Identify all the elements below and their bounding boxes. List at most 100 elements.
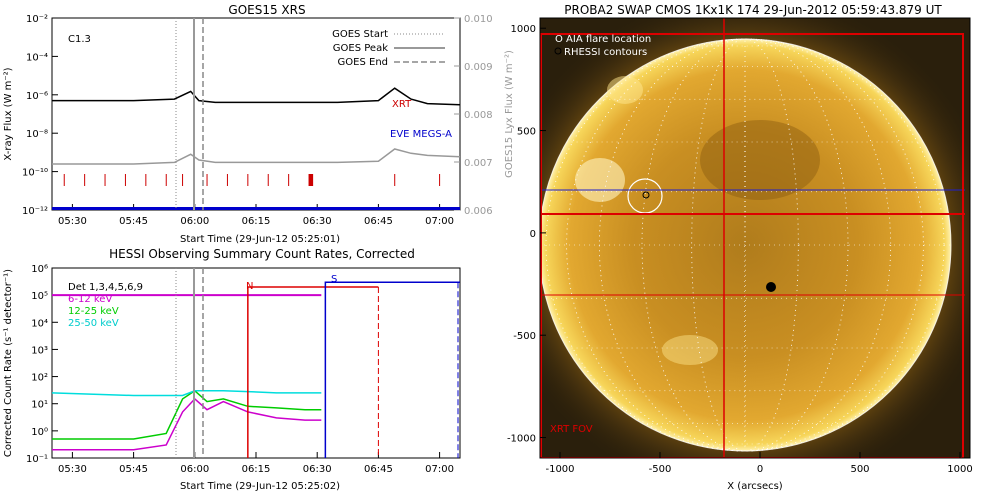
goes-x-tick-label: 07:00: [425, 216, 454, 227]
swap-x-tick-label: 500: [850, 464, 869, 475]
hessi-y-tick-label: 10⁴: [31, 318, 48, 329]
goes-xrt-block: [309, 174, 314, 186]
swap-legend-aia: O AIA flare location: [555, 34, 651, 45]
swap-x-title: X (arcsecs): [727, 481, 783, 492]
goes-x-tick-label: 06:30: [303, 216, 332, 227]
hessi-series-line-1: [52, 389, 322, 440]
swap-title: PROBA2 SWAP CMOS 1Kx1K 174 29-Jun-2012 0…: [564, 3, 942, 17]
goes-y-tick-label: 10⁻⁶: [26, 91, 48, 102]
goes-y-tick-label: 10⁻¹²: [22, 206, 48, 217]
swap-x-tick-label: -1000: [545, 464, 574, 475]
goes-y-tick-label: 10⁻¹⁰: [22, 168, 48, 179]
hessi-legend-12-25: 12-25 keV: [68, 306, 119, 317]
goes-x-tick-label: 05:45: [119, 216, 148, 227]
goes-y2-tick-label: 0.007: [464, 158, 493, 169]
swap-y-tick-label: 1000: [511, 24, 536, 35]
goes-x-tick-label: 06:00: [180, 216, 209, 227]
goes-legend-start: GOES Start: [332, 29, 388, 40]
hessi-title: HESSI Observing Summary Count Rates, Cor…: [109, 247, 415, 261]
swap-limb: [540, 38, 952, 452]
hessi-x-ticks: 05:30 05:45 06:00 06:15 06:30 06:45 07:00: [58, 452, 454, 475]
hessi-series-line-3: [52, 397, 322, 451]
hessi-x-tick-label: 06:30: [303, 464, 332, 475]
hessi-x-tick-label: 06:45: [364, 464, 393, 475]
goes-x-title: Start Time (29-Jun-12 05:25:01): [180, 234, 340, 245]
goes-y2-tick-label: 0.006: [464, 206, 493, 217]
longitude-line: [641, 38, 849, 452]
goes-x-tick-label: 05:30: [58, 216, 87, 227]
goes-series: [52, 87, 461, 165]
hessi-panel: HESSI Observing Summary Count Rates, Cor…: [3, 247, 461, 492]
swap-x-tick-label: 0: [757, 464, 763, 475]
goes-y2-tick-label: 0.010: [464, 14, 493, 25]
xrt-fov-box: [540, 33, 964, 458]
swap-y-tick-label: 0: [530, 229, 536, 240]
hessi-legend-6-12: 6-12 keV: [68, 294, 112, 305]
hessi-legend: Det 1,3,4,5,6,9 6-12 keV 12-25 keV 25-50…: [68, 282, 143, 329]
hessi-series: [51, 294, 322, 451]
hessi-flags: [247, 281, 460, 458]
longitude-line: [566, 38, 924, 452]
hessi-y-tick-label: 10⁶: [31, 264, 48, 275]
hessi-y-tick-label: 10¹: [31, 400, 48, 411]
rhessi-contour-flare: [642, 191, 650, 199]
swap-active-region-se: [662, 335, 718, 365]
swap-legend: O AIA flare location RHESSI contours: [554, 34, 651, 58]
goes-y2-tick-label: 0.008: [464, 110, 493, 121]
goes-eve-label: EVE MEGS-A: [390, 129, 452, 140]
goes-xrs-panel: GOES15 XRS 10⁻¹² 10⁻¹⁰ 10⁻⁸ 10⁻⁶ 10⁻⁴ 10⁻² 0.…: [3, 3, 515, 245]
swap-x-tick-label: 1000: [947, 464, 972, 475]
hessi-x-tick-label: 06:15: [242, 464, 271, 475]
swap-dark-region: [700, 120, 820, 200]
hessi-red-flag: [247, 286, 379, 458]
goes-series-line-1: [52, 148, 461, 165]
swap-plot-frame: [539, 17, 971, 459]
swap-y-tick-label: 500: [517, 127, 536, 138]
longitude-line: [598, 38, 892, 452]
goes-class-label: C1.3: [68, 34, 91, 45]
goes-x-tick-label: 06:15: [242, 216, 271, 227]
swap-fov-label: XRT FOV: [550, 424, 593, 435]
hessi-x-tick-label: 05:45: [119, 464, 148, 475]
goes-series-line-0: [52, 87, 461, 106]
swap-legend-rhessi: RHESSI contours: [564, 47, 647, 58]
goes-y-tick-label: 10⁻⁴: [26, 52, 48, 63]
hessi-legend-25-50: 25-50 keV: [68, 318, 119, 329]
hessi-x-tick-label: 05:30: [58, 464, 87, 475]
hessi-x-tick-label: 06:00: [180, 464, 209, 475]
goes-x-tick-label: 06:45: [364, 216, 393, 227]
goes-y-tick-label: 10⁻²: [26, 14, 48, 25]
goes-legend-end: GOES End: [338, 57, 388, 68]
swap-x-ticks: -1000 -500 0 500 1000: [545, 452, 973, 475]
hessi-series-line-2: [51, 390, 322, 397]
hessi-y-tick-label: 10⁵: [31, 291, 48, 302]
swap-y-tick-label: -500: [513, 331, 536, 342]
rhessi-contour-spot: [766, 282, 776, 292]
goes-y2-tick-label: 0.009: [464, 62, 493, 73]
goes-y-ticks: 10⁻¹² 10⁻¹⁰ 10⁻⁸ 10⁻⁶ 10⁻⁴ 10⁻²: [22, 14, 58, 217]
goes-y-tick-label: 10⁻⁸: [26, 129, 48, 140]
hessi-y-ticks: 10⁻¹ 10⁰ 10¹ 10² 10³ 10⁴ 10⁵ 10⁶: [26, 264, 58, 465]
goes-legend: GOES Start GOES Peak GOES End: [332, 29, 445, 68]
goes-xrt-label: XRT: [392, 99, 412, 110]
swap-x-tick-label: -500: [649, 464, 672, 475]
goes-y2-ticks: 0.006 0.007 0.008 0.009 0.010: [454, 14, 493, 217]
swap-y-ticks: -1000 -500 0 500 1000: [507, 24, 546, 445]
goes-y-title: X-ray Flux (W m⁻²): [3, 67, 14, 160]
swap-image-panel: PROBA2 SWAP CMOS 1Kx1K 174 29-Jun-2012 0…: [507, 3, 973, 492]
hessi-y-tick-label: 10²: [31, 373, 48, 384]
swap-image: [540, 18, 970, 458]
goes-y2-title: GOES15 Lyx Flux (W m⁻²): [504, 50, 515, 178]
goes-legend-peak: GOES Peak: [333, 43, 388, 54]
longitude-line: [545, 38, 945, 452]
hessi-y-tick-label: 10³: [31, 345, 48, 356]
hessi-x-title: Start Time (29-Jun-12 05:25:02): [180, 481, 340, 492]
swap-active-region-east: [575, 158, 625, 202]
hessi-legend-title: Det 1,3,4,5,6,9: [68, 282, 143, 293]
hessi-x-tick-label: 07:00: [425, 464, 454, 475]
hessi-y-tick-label: 10⁰: [31, 427, 48, 438]
goes-title: GOES15 XRS: [228, 3, 305, 17]
swap-y-tick-label: -1000: [507, 434, 536, 445]
hessi-y-tick-label: 10⁻¹: [26, 454, 48, 465]
